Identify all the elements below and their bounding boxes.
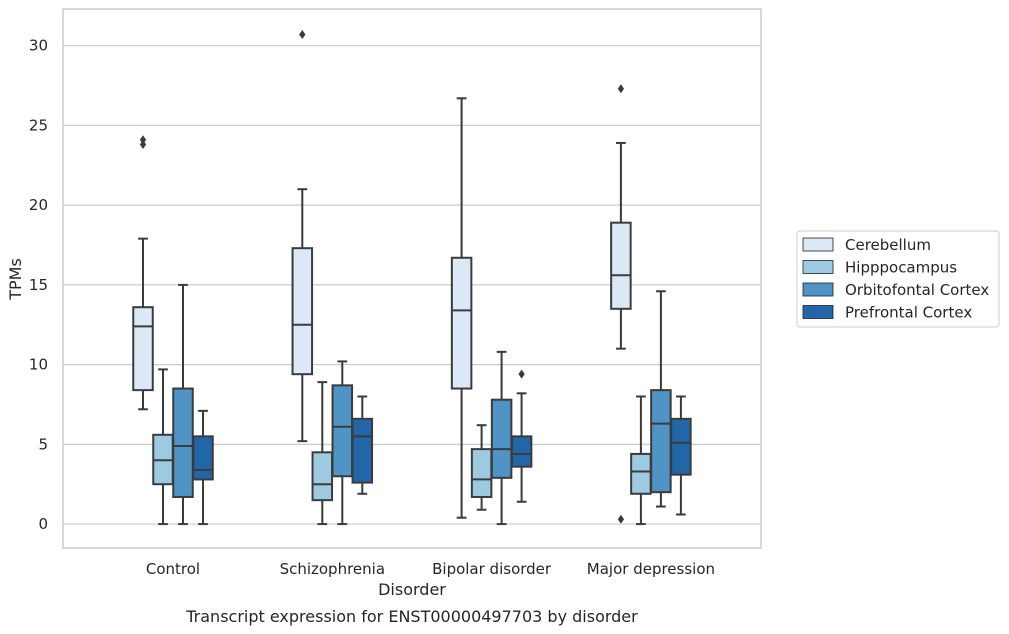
box-rect [490,398,513,479]
y-axis-label: TPMs [6,258,25,301]
box-prefrontal-cortex [510,369,533,503]
box-orbitofontal-cortex [331,360,354,526]
y-tick-label: 5 [38,435,48,453]
box-rect [510,435,533,468]
box-rect [670,417,692,476]
box-hipppocampus [311,381,334,526]
legend-label: Prefrontal Cortex [845,304,972,322]
legend-label: Hipppocampus [845,259,957,277]
legend-items: Cerebellum Hipppocampus Orbitofontal Corte… [802,236,989,322]
legend-swatch [802,282,834,297]
outlier-point [617,84,625,94]
box-rect [311,451,334,502]
plot-frame [62,8,762,549]
box-cerebellum [450,97,473,519]
y-tick-label: 0 [38,515,48,533]
box-hipppocampus [152,368,174,526]
box-rect [192,435,214,481]
x-tick-label: Major depression [587,560,715,578]
y-tick-labels: 0 5 10 15 20 25 30 [29,37,48,533]
outlier-point [139,135,147,145]
box-rect [172,387,194,498]
box-rect [610,221,632,310]
box-orbitofontal-cortex [650,290,672,508]
box-plot-series [132,30,692,526]
legend: Cerebellum Hipppocampus Orbitofontal Corte… [796,230,1000,328]
box-prefrontal-cortex [192,409,214,526]
figure-caption: Transcript expression for ENST0000049770… [185,607,638,626]
outlier-point [139,140,147,150]
box-rect [450,256,473,390]
x-tick-labels: Control Schizophrenia Bipolar disorder Majo… [146,560,715,578]
box-cerebellum [132,135,154,411]
outlier-point [518,369,525,379]
y-tick-label: 25 [29,116,48,134]
y-tick-label: 30 [29,37,48,55]
box-rect [630,452,652,495]
legend-swatch [802,305,834,319]
box-hipppocampus [470,424,493,511]
outlier-point [617,514,625,524]
legend-label: Orbitofontal Cortex [845,281,989,299]
legend-swatch [802,237,834,252]
box-prefrontal-cortex [351,395,374,495]
x-tick-label: Control [146,560,200,578]
outlier-point [299,30,306,40]
legend-swatch [802,260,834,274]
legend-frame [796,230,1000,328]
box-hipppocampus [630,395,652,526]
box-rect [291,247,314,376]
x-tick-label: Schizophrenia [280,560,385,578]
x-axis-label: Disorder [378,580,446,599]
x-tick-label: Bipolar disorder [432,560,552,578]
box-rect [351,417,374,484]
y-tick-label: 15 [29,276,48,294]
box-rect [132,306,154,392]
box-rect [331,384,354,478]
legend-label: Cerebellum [845,236,931,254]
box-cerebellum [291,30,314,443]
y-tick-label: 20 [29,196,48,214]
box-orbitofontal-cortex [172,283,194,526]
box-rect [470,448,493,498]
box-rect [650,389,672,494]
box-prefrontal-cortex [670,395,692,516]
box-orbitofontal-cortex [490,350,513,526]
box-cerebellum [610,84,632,524]
y-tick-label: 10 [29,356,48,374]
